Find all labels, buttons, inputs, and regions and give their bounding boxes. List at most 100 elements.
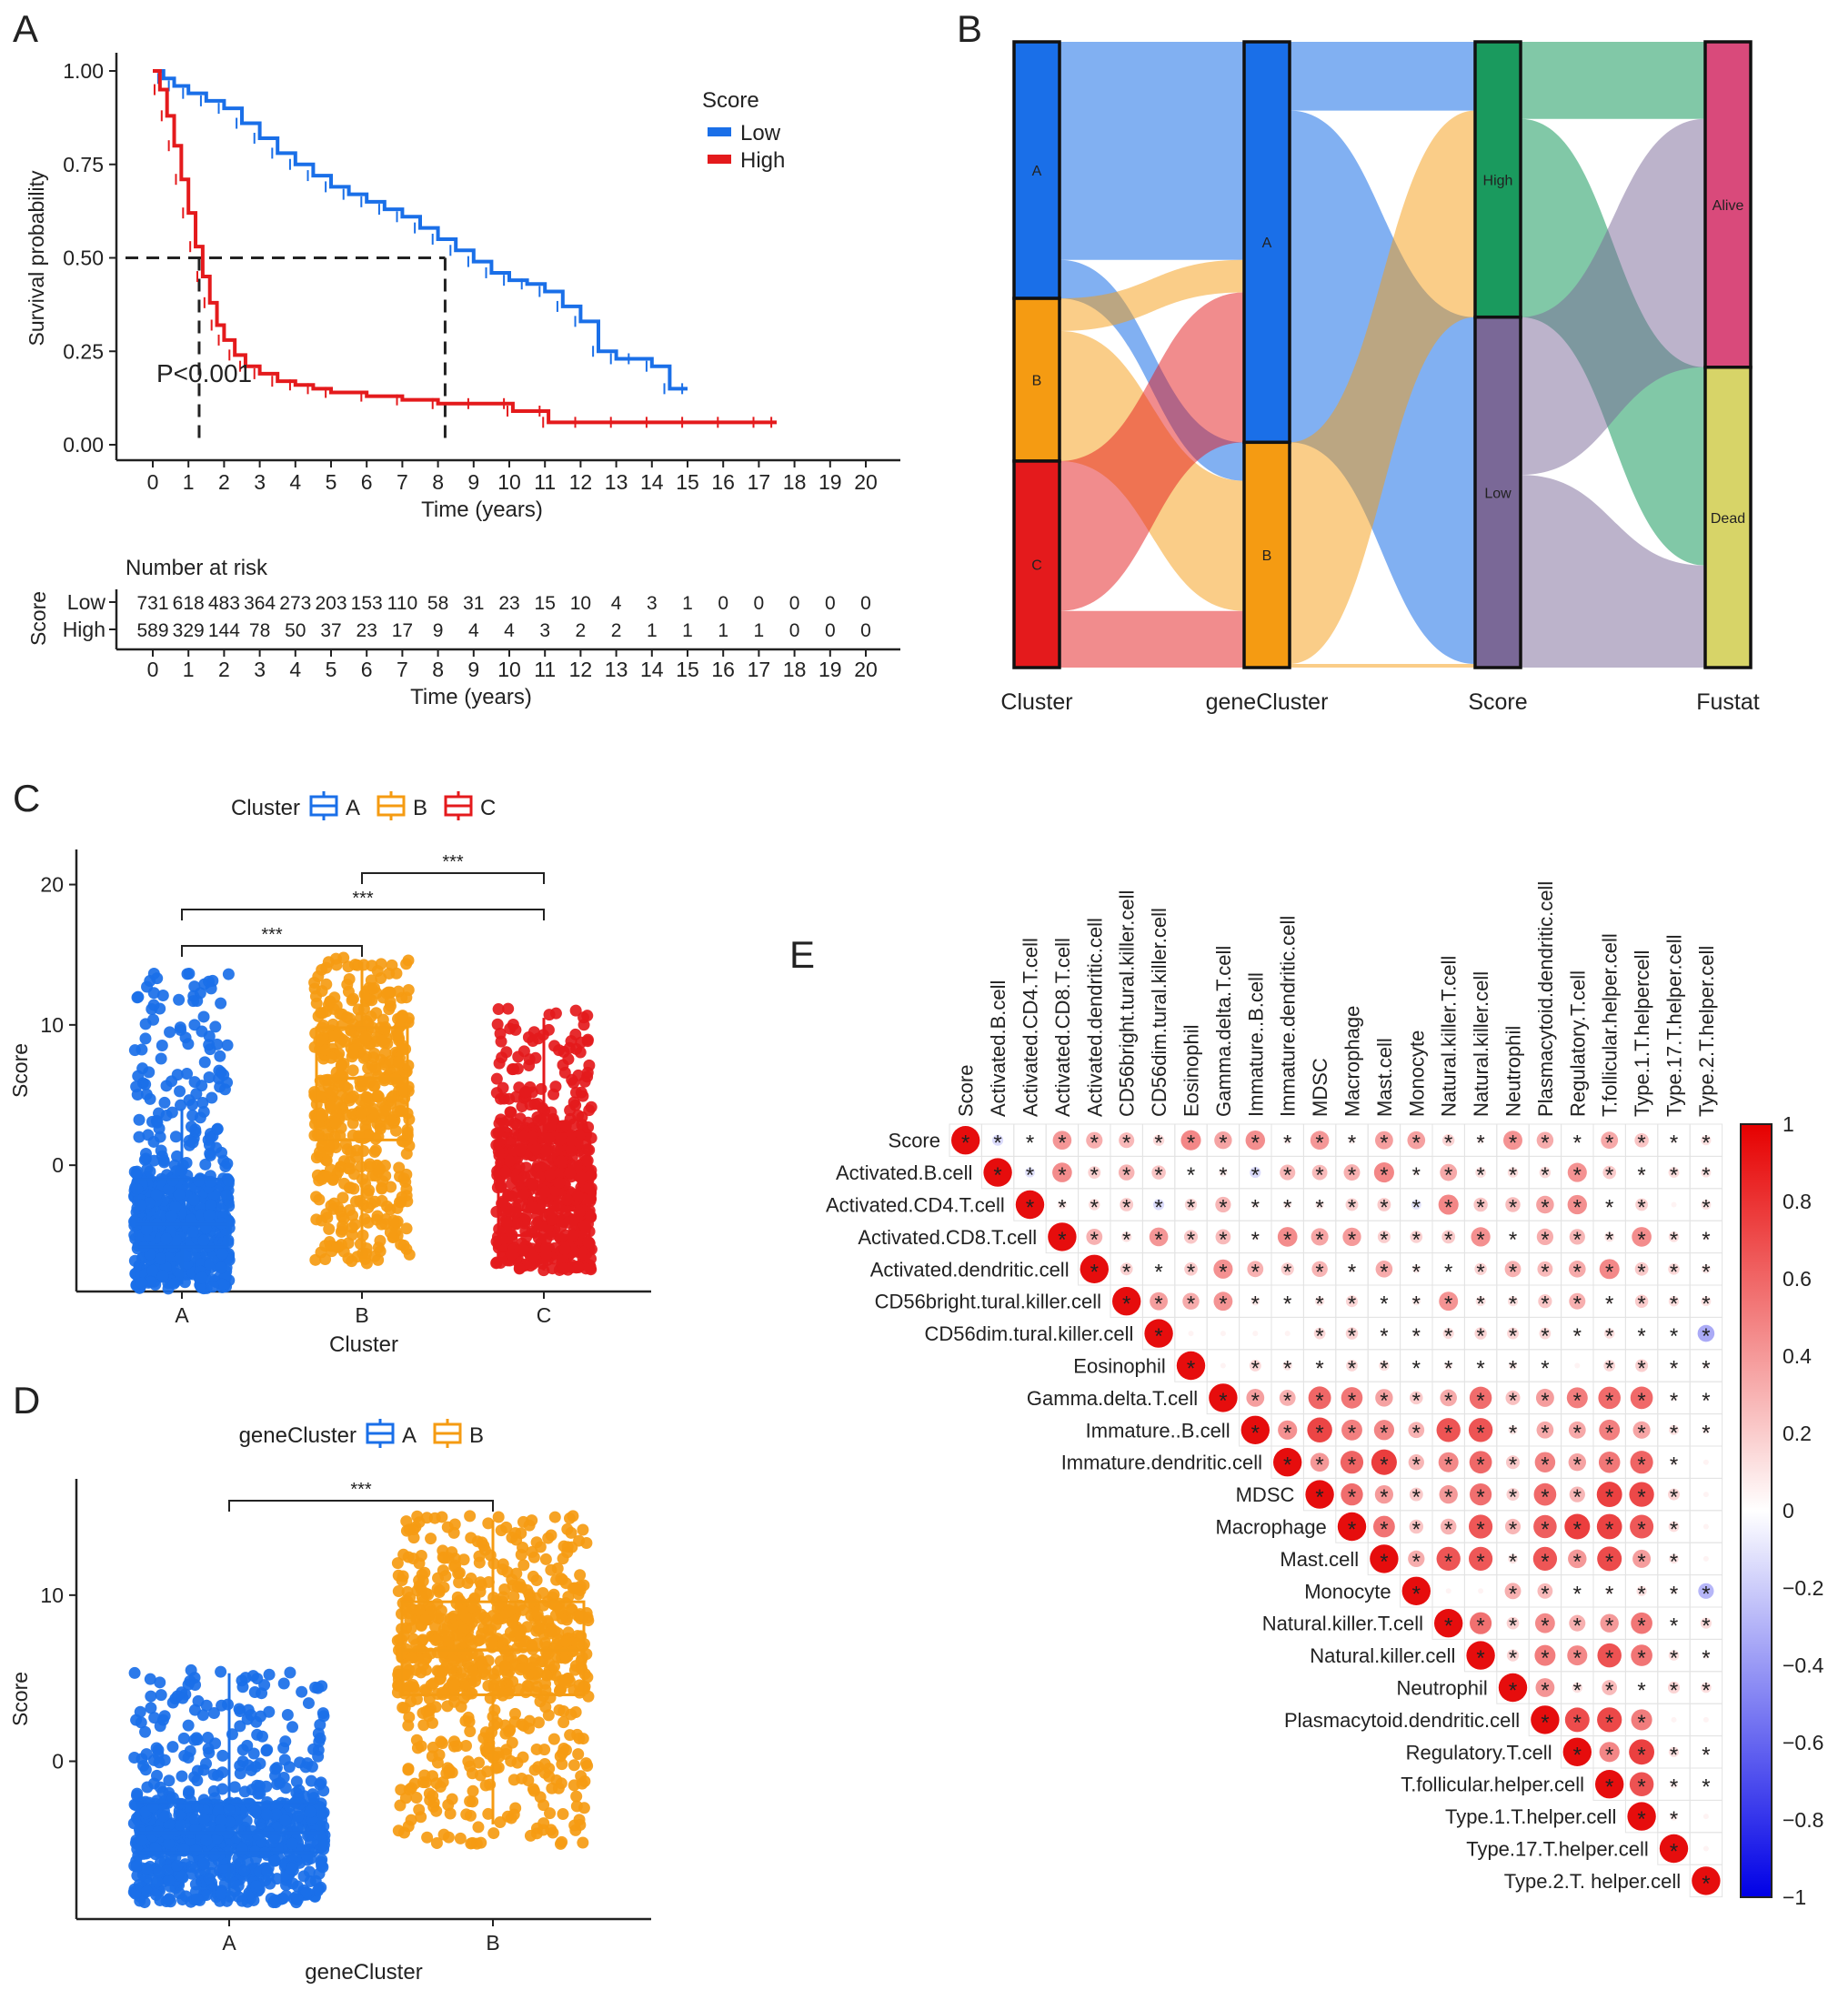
x-tick-label: 17 — [748, 470, 771, 494]
data-point — [189, 1813, 202, 1825]
data-point — [205, 982, 217, 995]
data-point — [419, 1683, 432, 1696]
risk-count: 1 — [647, 620, 658, 641]
data-point — [492, 1511, 505, 1523]
data-point — [249, 1880, 262, 1893]
data-point — [251, 1828, 264, 1841]
data-point — [196, 1097, 209, 1110]
row-label: CD56dim.tural.killer.cell — [925, 1322, 1134, 1345]
correlation-circle — [1176, 1351, 1206, 1381]
x-tick-label: 13 — [605, 470, 628, 494]
correlation-circle — [1566, 1387, 1588, 1409]
data-point — [505, 1248, 517, 1261]
data-point — [393, 1161, 406, 1174]
risk-count: 23 — [357, 620, 377, 641]
data-point — [308, 976, 321, 989]
correlation-circle — [1219, 1168, 1228, 1177]
correlation-circle — [1284, 1331, 1291, 1337]
correlation-circle — [1533, 1514, 1557, 1539]
significance-mark: * — [1605, 1518, 1613, 1543]
correlation-circle — [1498, 1673, 1528, 1703]
data-point — [507, 1590, 520, 1603]
significance-mark: * — [1476, 1292, 1484, 1317]
row-label: Type.2.T. helper.cell — [1504, 1870, 1681, 1893]
significance-mark: * — [1058, 1196, 1066, 1221]
data-point — [527, 1570, 539, 1583]
significance-mark: * — [1541, 1389, 1549, 1413]
data-point — [464, 1510, 477, 1523]
data-point — [513, 1262, 526, 1275]
significance-mark: * — [1541, 1228, 1549, 1252]
data-point — [517, 1188, 530, 1201]
significance-mark: * — [1476, 1646, 1484, 1671]
data-point — [581, 1033, 594, 1046]
data-point — [450, 1597, 463, 1610]
significance-mark: * — [1154, 1131, 1162, 1156]
column-label: Mast.cell — [1373, 1038, 1396, 1117]
risk-count: 10 — [570, 593, 591, 614]
data-point — [466, 1665, 478, 1678]
column-label: Activated.dendritic.cell — [1083, 918, 1106, 1117]
correlation-circle — [983, 1158, 1012, 1187]
significance-mark: * — [1476, 1324, 1484, 1349]
significance-mark: * — [1219, 1292, 1227, 1317]
data-point — [433, 1584, 446, 1597]
data-point — [557, 1808, 569, 1821]
data-point — [368, 1146, 381, 1159]
data-point — [557, 1747, 569, 1760]
data-point — [198, 1056, 211, 1069]
data-point — [130, 1714, 143, 1726]
data-point — [577, 1523, 589, 1536]
data-point — [497, 1081, 509, 1094]
data-point — [457, 1553, 470, 1566]
correlation-circle — [1508, 1553, 1518, 1564]
x-tick-label: 20 — [854, 470, 878, 494]
correlation-circle — [1434, 1609, 1463, 1638]
correlation-circle — [1025, 1167, 1035, 1178]
alluvial-flow — [1060, 292, 1244, 611]
data-point — [436, 1686, 448, 1699]
data-point — [429, 1701, 442, 1714]
correlation-circle — [1086, 1228, 1103, 1245]
y-tick-label: 0 — [52, 1153, 64, 1177]
data-point — [186, 1136, 199, 1149]
data-point — [557, 1262, 570, 1275]
significance-mark: * — [1476, 1196, 1484, 1221]
significance-mark: * — [1251, 1163, 1260, 1188]
data-point — [454, 1832, 467, 1844]
correlation-circle — [1468, 1418, 1493, 1442]
data-point — [312, 1750, 325, 1763]
data-point — [346, 1108, 359, 1121]
significance-mark: * — [1702, 1324, 1710, 1349]
data-point — [132, 990, 145, 1003]
correlation-circle — [1597, 1643, 1622, 1668]
risk-count: 153 — [351, 593, 383, 614]
data-point — [236, 1744, 249, 1756]
x-tick-label: 1 — [183, 470, 195, 494]
data-point — [492, 1003, 505, 1016]
data-point — [443, 1764, 456, 1776]
correlation-circle — [1188, 1331, 1194, 1337]
significance-mark: * — [1541, 1357, 1549, 1382]
correlation-circle — [1273, 1448, 1302, 1477]
significance-mark: * — [1187, 1292, 1195, 1317]
correlation-circle — [1469, 1546, 1493, 1571]
data-point — [196, 1271, 208, 1284]
data-point — [199, 1158, 212, 1171]
significance-mark: * — [1702, 1260, 1710, 1284]
significance-mark: * — [1380, 1550, 1388, 1574]
correlation-circle — [1702, 1814, 1709, 1820]
data-point — [573, 1534, 586, 1547]
data-point — [164, 1026, 176, 1039]
colorbar-tick-label: 1 — [1783, 1112, 1794, 1136]
correlation-circle — [1506, 1649, 1520, 1662]
data-point — [309, 1681, 322, 1694]
data-point — [323, 1222, 336, 1235]
correlation-circle — [1374, 1131, 1393, 1150]
significance-mark: * — [1154, 1260, 1162, 1284]
data-point — [499, 1645, 512, 1658]
axis-label-genecluster: geneCluster — [1206, 689, 1329, 715]
column-label: Plasmacytoid.dendritic.cell — [1534, 881, 1557, 1117]
data-point — [527, 1035, 539, 1048]
data-point — [490, 1235, 503, 1248]
